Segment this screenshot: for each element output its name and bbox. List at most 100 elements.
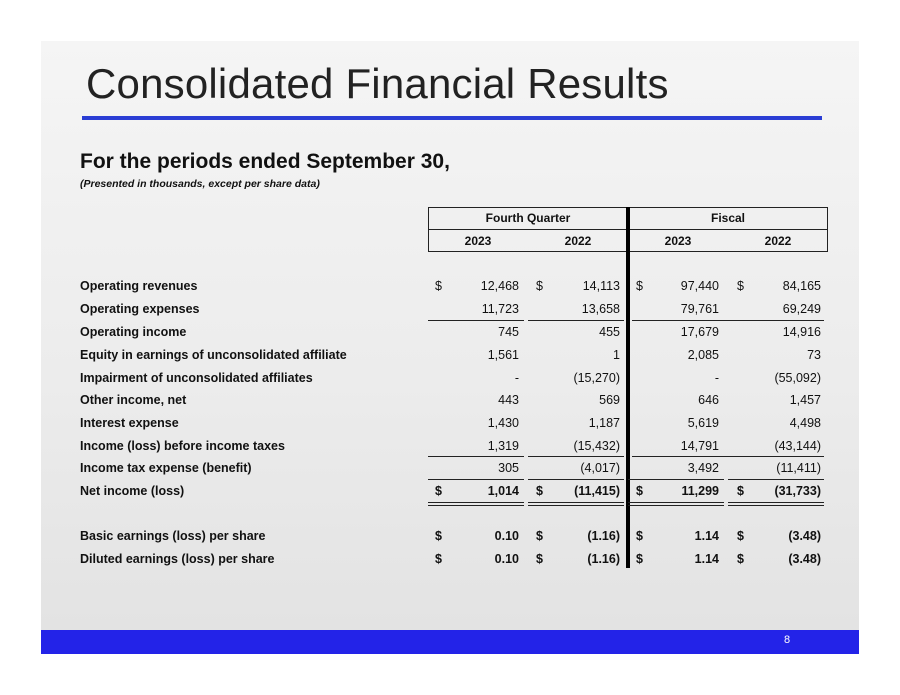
cell-value: 84,165 — [782, 279, 821, 293]
total-top-rule — [428, 479, 524, 480]
currency-symbol: $ — [536, 552, 543, 566]
cell-value: 455 — [599, 325, 620, 339]
subtotal-rule — [728, 320, 824, 321]
cell-value: 5,619 — [687, 416, 719, 430]
cell-value: 1,014 — [487, 484, 519, 498]
total-double-rule — [428, 502, 524, 506]
cell-value: (3.48) — [788, 529, 821, 543]
cell-value: 1,187 — [588, 416, 620, 430]
cell-value: 14,916 — [782, 325, 821, 339]
cell-value: 1,561 — [487, 348, 519, 362]
currency-symbol: $ — [737, 529, 744, 543]
cell-value: 745 — [498, 325, 519, 339]
table-row: Income (loss) before income taxes 1,319 (1… — [0, 435, 900, 457]
currency-symbol: $ — [435, 279, 442, 293]
cell-value: 3,492 — [687, 461, 719, 475]
table-row: Impairment of unconsolidated affiliates -… — [0, 367, 900, 389]
cell-value: 0.10 — [494, 552, 519, 566]
subtotal-rule — [528, 320, 624, 321]
currency-symbol: $ — [435, 484, 442, 498]
cell-value: - — [714, 371, 719, 385]
header-year-q-2022: 2022 — [564, 234, 592, 248]
cell-value: (15,270) — [573, 371, 620, 385]
row-label: Net income (loss) — [80, 484, 185, 498]
currency-symbol: $ — [737, 484, 744, 498]
row-label: Income tax expense (benefit) — [80, 461, 252, 475]
cell-value: 69,249 — [782, 302, 821, 316]
currency-symbol: $ — [435, 552, 442, 566]
subtotal-rule — [728, 456, 824, 457]
table-row: Other income, net 443 569 646 1,457 — [0, 389, 900, 411]
header-year-f-2022: 2022 — [764, 234, 792, 248]
cell-value: 646 — [698, 393, 719, 407]
total-double-rule — [728, 502, 824, 506]
cell-value: 569 — [599, 393, 620, 407]
header-fiscal: Fiscal — [710, 211, 746, 225]
cell-value: 14,791 — [680, 439, 719, 453]
subtotal-rule — [428, 320, 524, 321]
currency-symbol: $ — [737, 279, 744, 293]
cell-value: (1.16) — [587, 529, 620, 543]
cell-value: (15,432) — [573, 439, 620, 453]
cell-value: 443 — [498, 393, 519, 407]
header-fourth-quarter: Fourth Quarter — [485, 211, 571, 225]
currency-symbol: $ — [636, 552, 643, 566]
total-top-rule — [628, 479, 724, 480]
header-year-f-2023: 2023 — [664, 234, 692, 248]
cell-value: (31,733) — [774, 484, 821, 498]
footer-bar — [41, 630, 859, 654]
row-label: Operating income — [80, 325, 187, 339]
cell-value: 13,658 — [581, 302, 620, 316]
row-label: Other income, net — [80, 393, 187, 407]
cell-value: 305 — [498, 461, 519, 475]
row-label: Income (loss) before income taxes — [80, 439, 285, 453]
cell-value: (11,411) — [776, 461, 821, 475]
cell-value: 14,113 — [582, 279, 620, 293]
cell-value: 2,085 — [687, 348, 719, 362]
cell-value: 79,761 — [680, 302, 719, 316]
total-top-rule — [728, 479, 824, 480]
row-label: Interest expense — [80, 416, 179, 430]
cell-value: 1,457 — [789, 393, 821, 407]
header-year-q-2023: 2023 — [464, 234, 492, 248]
cell-value: 11,299 — [681, 484, 719, 498]
subtotal-rule — [632, 456, 728, 457]
subtotal-rule — [428, 456, 524, 457]
table-row: Diluted earnings (loss) per share $0.10 $ (… — [0, 548, 900, 570]
cell-value: 17,679 — [680, 325, 719, 339]
currency-symbol: $ — [536, 484, 543, 498]
cell-value: (55,092) — [774, 371, 821, 385]
currency-symbol: $ — [435, 529, 442, 543]
table-row: Basic earnings (loss) per share $0.10 $ (1.… — [0, 525, 900, 547]
currency-symbol: $ — [636, 484, 643, 498]
table-row: Income tax expense (benefit) 305 (4,017) 3,… — [0, 457, 900, 479]
table-row: Operating revenues $12,468 $14,113 $97,440 $… — [0, 275, 900, 297]
cell-value: 97,440 — [680, 279, 719, 293]
table-row: Operating expenses 11,723 13,658 79,761 69,2… — [0, 298, 900, 320]
cell-value: 11,723 — [481, 302, 519, 316]
cell-value: (43,144) — [774, 439, 821, 453]
currency-symbol: $ — [737, 552, 744, 566]
cell-value: (11,415) — [574, 484, 620, 498]
cell-value: 12,468 — [480, 279, 519, 293]
currency-symbol: $ — [636, 529, 643, 543]
currency-symbol: $ — [636, 279, 643, 293]
cell-value: 1 — [613, 348, 620, 362]
table-row: Interest expense 1,430 1,187 5,619 4,498 — [0, 412, 900, 434]
cell-value: - — [514, 371, 519, 385]
cell-value: 4,498 — [789, 416, 821, 430]
table-row: Net income (loss) $1,014 $ (11,415) $11,299 $… — [0, 480, 900, 502]
cell-value: (1.16) — [587, 552, 620, 566]
total-top-rule — [528, 479, 624, 480]
total-double-rule — [528, 502, 624, 506]
row-label: Equity in earnings of unconsolidated aff… — [80, 348, 347, 362]
row-label: Impairment of unconsolidated affiliates — [80, 371, 313, 385]
periods-heading: For the periods ended September 30, — [80, 150, 450, 173]
cell-value: 1.14 — [694, 552, 719, 566]
subtotal-rule — [632, 320, 728, 321]
currency-symbol: $ — [536, 279, 543, 293]
total-double-rule — [628, 502, 724, 506]
row-label: Diluted earnings (loss) per share — [80, 552, 275, 566]
table-row: Equity in earnings of unconsolidated aff… — [0, 344, 900, 366]
table-row: Operating income 745 455 17,679 14,916 — [0, 321, 900, 343]
